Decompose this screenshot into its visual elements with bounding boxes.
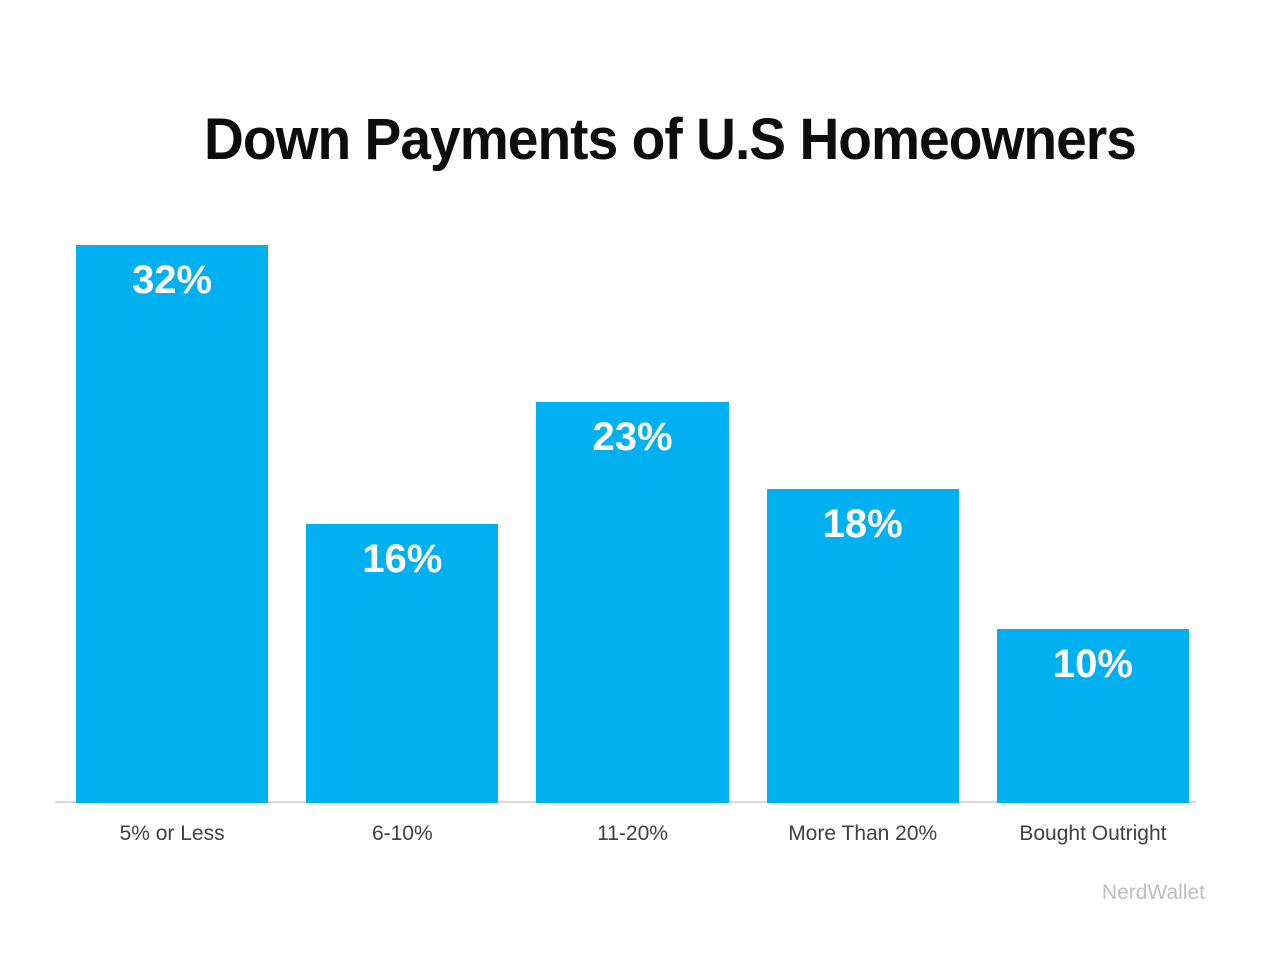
x-axis-tick-label: 6-10% bbox=[371, 822, 433, 845]
bar-value-label: 23% bbox=[592, 415, 673, 459]
bar-6-10%: 16% bbox=[306, 524, 499, 803]
x-axis-tick-label: Bought Outright bbox=[1019, 822, 1167, 845]
bar-5% or Less: 32% bbox=[76, 245, 269, 803]
x-axis-labels: 5% or Less 6-10% 11-20% More Than 20% Bought… bbox=[76, 822, 1189, 846]
attribution-watermark: NerdWallet bbox=[1101, 881, 1205, 904]
bar-value-label: 18% bbox=[822, 502, 903, 546]
bar-Bought Outright: 10% bbox=[996, 629, 1190, 803]
bar-value-label: 32% bbox=[132, 258, 213, 302]
bar-More Than 20%: 18% bbox=[766, 489, 959, 803]
bar-chart-plot-area: 32% 16% 23% 18% 10% bbox=[76, 245, 1190, 803]
x-axis-tick-label: 11-20% bbox=[597, 822, 668, 845]
bar-11-20%: 23% bbox=[536, 402, 729, 803]
chart-title: Down Payments of U.S Homeowners bbox=[204, 107, 1137, 172]
x-axis-tick-label: 5% or Less bbox=[119, 822, 225, 845]
x-axis-tick-label: More Than 20% bbox=[788, 822, 938, 845]
bar-value-label: 16% bbox=[362, 537, 443, 581]
bar-value-label: 10% bbox=[1052, 642, 1133, 686]
